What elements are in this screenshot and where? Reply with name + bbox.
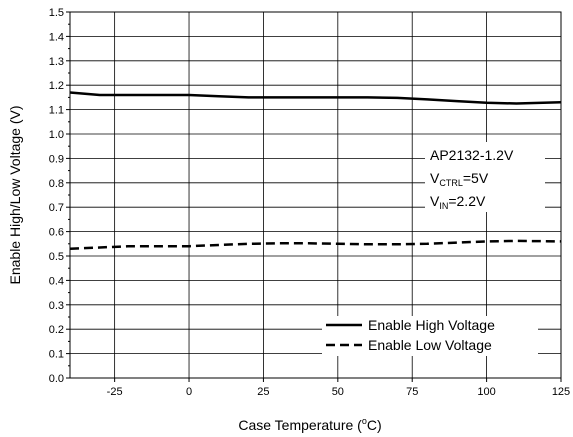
device-annotation: AP2132-1.2V VCTRL=5V VIN=2.2V [425, 142, 545, 212]
annotation-vin-rest: =2.2V [448, 193, 486, 209]
x-tick-label: 25 [257, 386, 269, 398]
y-tick-label: 0.0 [49, 373, 64, 385]
y-tick-label: 0.9 [49, 153, 64, 165]
y-tick-label: 0.1 [49, 349, 64, 361]
legend: Enable High Voltage Enable Low Voltage [322, 316, 538, 356]
y-tick-label: 1.4 [49, 31, 64, 43]
y-axis-title: Enable High/Low Voltage (V) [7, 106, 23, 285]
series-layer [69, 91, 562, 250]
y-axis-ticks: 0.0 0.1 0.2 0.3 0.4 0.5 0.6 0.7 0.8 0.9 1.0 1.1 1.2 1… [49, 7, 70, 385]
y-tick-label: 0.6 [49, 227, 64, 239]
x-axis-ticks: -25 0 25 50 75 100 125 [107, 378, 570, 398]
series-line-enable-high [69, 91, 562, 105]
x-tick-label: -25 [107, 386, 123, 398]
legend-background [322, 316, 538, 356]
y-tick-label: 1.1 [49, 105, 64, 117]
annotation-vin-sub: IN [439, 201, 448, 211]
annotation-vctrl-main: V [430, 170, 440, 186]
plot-frame [69, 11, 562, 379]
annotation-line-part-number: AP2132-1.2V [430, 147, 514, 163]
annotation-vin-main: V [430, 193, 440, 209]
x-tick-label: 50 [332, 386, 344, 398]
y-tick-label: 1.5 [49, 7, 64, 19]
y-tick-label: 0.4 [49, 275, 64, 287]
y-tick-label: 0.5 [49, 251, 64, 263]
x-tick-label: 0 [186, 386, 192, 398]
y-tick-label: 1.2 [49, 80, 64, 92]
legend-label-low: Enable Low Voltage [368, 337, 492, 353]
x-tick-label: 75 [406, 386, 418, 398]
x-tick-label: 100 [477, 386, 495, 398]
y-tick-label: 0.3 [49, 300, 64, 312]
annotation-line-vin: VIN=2.2V [430, 193, 486, 211]
x-axis-title: Case Temperature (oC) [238, 416, 381, 433]
annotation-vctrl-sub: CTRL [439, 178, 463, 188]
annotation-vctrl-rest: =5V [463, 170, 489, 186]
annotation-background [425, 142, 545, 212]
x-tick-label: 125 [552, 386, 570, 398]
legend-label-high: Enable High Voltage [368, 317, 495, 333]
y-tick-label: 0.7 [49, 202, 64, 214]
annotation-line-vctrl: VCTRL=5V [430, 170, 489, 188]
y-tick-label: 0.2 [49, 324, 64, 336]
y-tick-label: 1.0 [49, 129, 64, 141]
series-line-enable-low [69, 239, 562, 250]
y-tick-label: 0.8 [49, 178, 64, 190]
y-tick-label: 1.3 [49, 56, 64, 68]
